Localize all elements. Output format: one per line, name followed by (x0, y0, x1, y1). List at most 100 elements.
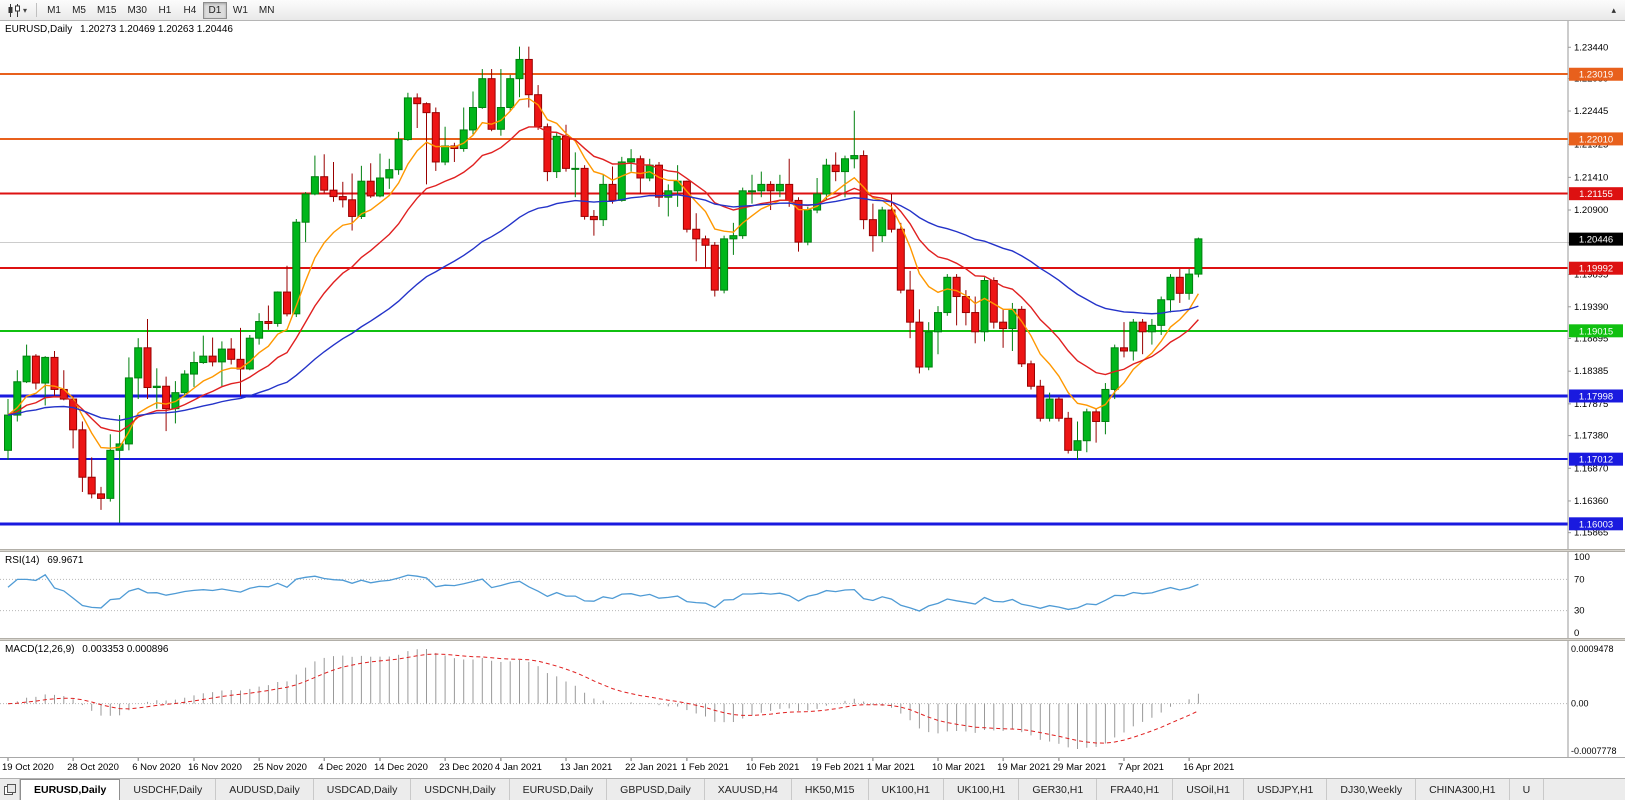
chart-tab-hk50-m15[interactable]: HK50,M15 (792, 779, 869, 800)
chart-tab-usdcnh-daily[interactable]: USDCNH,Daily (411, 779, 510, 800)
candle-body (571, 167, 580, 170)
timeframe-toolbar: ▾ M1 M5 M15 M30 H1 H4 D1 W1 MN ▴ (0, 0, 1625, 21)
candle-body (952, 276, 961, 298)
up-arrow-icon: ▴ (1611, 4, 1616, 15)
candle-body (943, 276, 952, 314)
candle-body (543, 126, 552, 173)
pane-splitter[interactable] (0, 549, 1625, 552)
price-badge-label: 1.19015 (1579, 326, 1613, 337)
candle-body (980, 280, 989, 333)
timeframe-button-mn[interactable]: MN (254, 2, 280, 19)
chart-tab-xauusd-h4[interactable]: XAUUSD,H4 (705, 779, 792, 800)
time-tick-label: 28 Oct 2020 (67, 762, 119, 773)
chart-tab-audusd-daily[interactable]: AUDUSD,Daily (216, 779, 314, 800)
price-badge-label: 1.20446 (1579, 235, 1613, 246)
candle-body (180, 373, 189, 394)
macd-chart-canvas[interactable]: 0.0009478 0.00 -0.0007778 (0, 641, 1625, 757)
rsi-axis-label: 100 (1574, 552, 1590, 563)
chart-tab-usoil-h1[interactable]: USOil,H1 (1173, 779, 1244, 800)
candle-body (487, 78, 496, 130)
timeframe-button-m5[interactable]: M5 (67, 2, 91, 19)
time-tick-label: 10 Feb 2021 (746, 762, 799, 773)
candle-body (915, 321, 924, 368)
price-badge-label: 1.22010 (1579, 134, 1613, 145)
candle-body (636, 158, 645, 179)
candle-body (524, 58, 533, 96)
candle-body (1110, 347, 1119, 390)
price-badge-label: 1.17998 (1579, 391, 1613, 402)
price-tick-label: 1.17875 (1574, 399, 1608, 410)
timeframe-button-m15[interactable]: M15 (92, 2, 121, 19)
candle-body (366, 180, 375, 197)
chart-tab-eurusd-daily[interactable]: EURUSD,Daily (20, 779, 121, 800)
candle-body (1073, 440, 1082, 451)
candle-body (431, 112, 440, 163)
price-chart-canvas[interactable]: 1.234401.229501.224451.219251.214101.209… (0, 21, 1625, 549)
chart-tab-u[interactable]: U (1510, 779, 1545, 800)
timeframe-button-m1[interactable]: M1 (42, 2, 66, 19)
chart-tab-dj30-weekly[interactable]: DJ30,Weekly (1327, 779, 1417, 800)
candle-body (106, 449, 115, 499)
time-tick-label: 10 Mar 2021 (932, 762, 985, 773)
price-badge (1569, 67, 1623, 81)
chart-tab-uk100-h1[interactable]: UK100,H1 (869, 779, 944, 800)
candle-body (868, 219, 877, 237)
time-tick-label: 19 Oct 2020 (2, 762, 54, 773)
timeframe-button-m30[interactable]: M30 (122, 2, 151, 19)
price-badge (1569, 324, 1623, 338)
chart-tab-gbpusd-daily[interactable]: GBPUSD,Daily (607, 779, 705, 800)
candle-body (757, 183, 766, 192)
chart-tab-ger30-h1[interactable]: GER30,H1 (1019, 779, 1098, 800)
chart-tab-china300-h1[interactable]: CHINA300,H1 (1416, 779, 1510, 800)
chart-tab-usdjpy-h1[interactable]: USDJPY,H1 (1244, 779, 1328, 800)
candle-body (496, 107, 505, 130)
price-tick-label: 1.16870 (1574, 463, 1608, 474)
chart-tab-usdcad-daily[interactable]: USDCAD,Daily (314, 779, 412, 800)
macd-axis-label: 0.0009478 (1571, 644, 1614, 654)
chart-tab-usdchf-daily[interactable]: USDCHF,Daily (120, 779, 217, 800)
candle-body (1082, 411, 1091, 442)
candle-body (301, 193, 310, 223)
candle-body (403, 97, 412, 141)
timeframe-button-w1[interactable]: W1 (228, 2, 253, 19)
candle-body (906, 289, 915, 323)
price-badge-label: 1.17012 (1579, 455, 1613, 466)
time-tick-label: 25 Nov 2020 (253, 762, 307, 773)
candle-body (766, 183, 775, 192)
macd-axis-label: 0.00 (1571, 699, 1589, 709)
candle-body (348, 199, 357, 217)
candle-body (413, 97, 422, 105)
price-tick-label: 1.19895 (1574, 269, 1608, 280)
candle-body (469, 107, 477, 131)
time-tick-label: 29 Mar 2021 (1053, 762, 1106, 773)
chart-tab-fra40-h1[interactable]: FRA40,H1 (1097, 779, 1174, 800)
candle-body (506, 78, 515, 109)
time-axis[interactable]: 19 Oct 2020 28 Oct 2020 6 Nov 2020 16 Nov 2… (0, 757, 1625, 778)
time-tick-label: 1 Feb 2021 (681, 762, 729, 773)
toolbar-collapse-button[interactable]: ▴ (1605, 2, 1622, 19)
chart-tab-uk100-h1[interactable]: UK100,H1 (944, 779, 1020, 800)
chart-type-button[interactable]: ▾ (3, 2, 31, 19)
rsi-axis-label: 70 (1574, 574, 1585, 585)
candle-body (1129, 321, 1138, 352)
macd-signal-line (7, 653, 1199, 744)
window-list-icon[interactable] (0, 779, 20, 800)
candle-body (227, 348, 236, 360)
timeframe-button-h4[interactable]: H4 (178, 2, 202, 19)
candle-body (534, 94, 543, 128)
pane-splitter[interactable] (0, 638, 1625, 641)
candle-body (627, 158, 636, 163)
candle-body (87, 476, 96, 495)
timeframe-button-d1[interactable]: D1 (202, 1, 227, 19)
candle-body (999, 321, 1008, 330)
rsi-chart-canvas[interactable]: 100 70 30 0 (0, 552, 1625, 638)
price-badge-label: 1.23019 (1579, 70, 1613, 81)
moving-average-line (7, 194, 1199, 422)
time-tick-label: 16 Nov 2020 (188, 762, 242, 773)
price-badge (1569, 187, 1623, 201)
candle-body (143, 347, 152, 389)
chart-tab-eurusd-daily[interactable]: EURUSD,Daily (510, 779, 608, 800)
timeframe-button-h1[interactable]: H1 (153, 2, 177, 19)
rsi-axis-label: 0 (1574, 628, 1579, 638)
